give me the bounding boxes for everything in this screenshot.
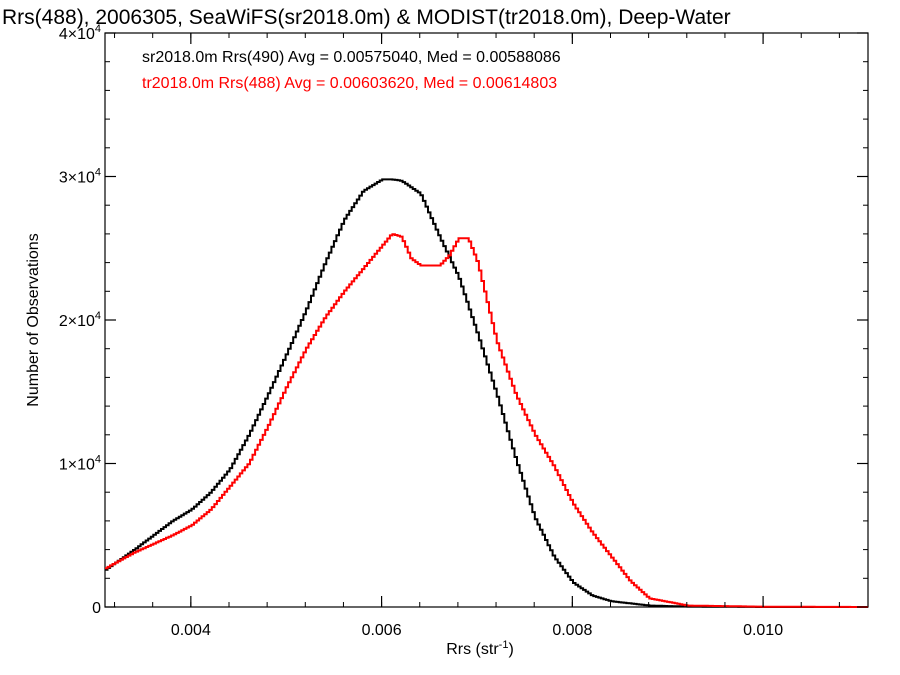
x-axis-label: Rrs (str-1)	[446, 639, 514, 658]
y-tick-label: 0	[92, 600, 101, 617]
chart-title: Rrs(488), 2006305, SeaWiFS(sr2018.0m) & …	[2, 6, 731, 29]
x-tick-label: 0.004	[171, 622, 211, 639]
y-tick-label: 4×104	[59, 23, 101, 43]
x-axis-ticks: 0.004 0.006 0.008 0.010	[114, 33, 840, 639]
x-tick-label: 0.010	[743, 622, 783, 639]
y-axis-label: Number of Observations	[25, 233, 42, 406]
x-tick-label: 0.008	[552, 622, 592, 639]
y-tick-label: 2×104	[59, 310, 101, 330]
series-layer	[105, 178, 868, 608]
y-axis-ticks: 0 1×104 2×104 3×104 4×104	[59, 23, 868, 617]
series-line-1	[105, 178, 868, 608]
x-tick-label: 0.006	[362, 622, 402, 639]
plot-frame	[104, 32, 869, 608]
legend-entry-1: sr2018.0m Rrs(490) Avg = 0.00575040, Med…	[142, 49, 561, 66]
legend-entry-2: tr2018.0m Rrs(488) Avg = 0.00603620, Med…	[142, 75, 557, 92]
y-tick-label: 3×104	[59, 167, 101, 187]
legend: sr2018.0m Rrs(490) Avg = 0.00575040, Med…	[142, 49, 561, 92]
series-line-2	[105, 233, 868, 608]
plot-border	[104, 32, 869, 608]
y-tick-label: 1×104	[59, 454, 101, 474]
